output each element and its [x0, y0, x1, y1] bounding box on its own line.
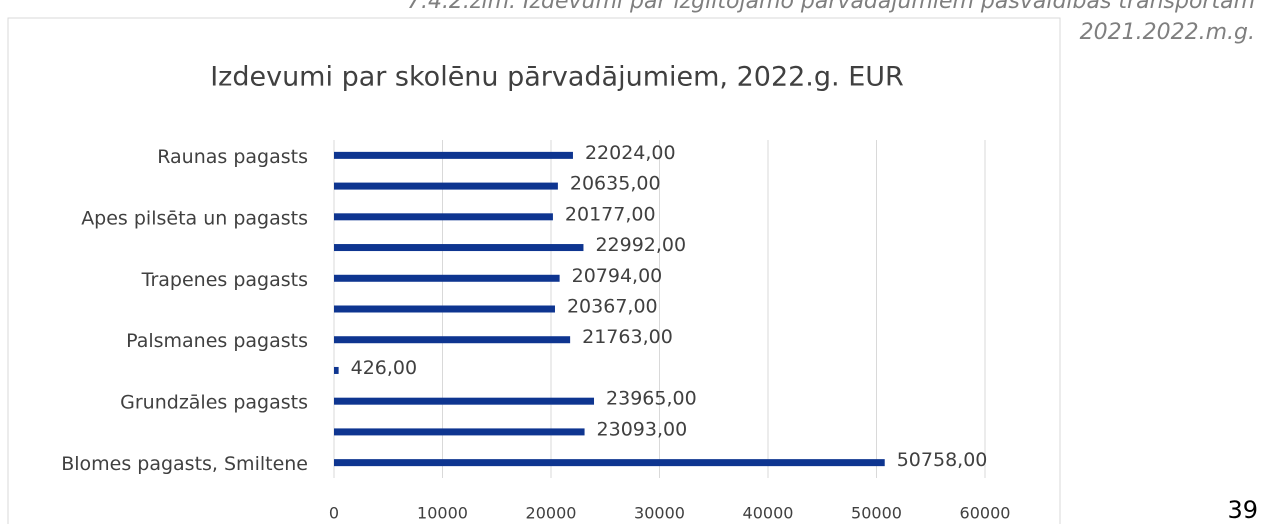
- value-label: 50758,00: [897, 449, 988, 471]
- y-tick-label: Blomes pagasts, Smiltene: [61, 453, 308, 475]
- value-label: 20367,00: [567, 296, 658, 318]
- x-tick-label: 10000: [417, 504, 468, 523]
- bar: [334, 428, 585, 436]
- bar: [334, 459, 885, 467]
- y-tick-label: Palsmanes pagasts: [126, 330, 308, 352]
- bar: [334, 397, 595, 405]
- bar: [334, 151, 573, 159]
- bar: [334, 182, 558, 190]
- x-tick-label: 50000: [851, 504, 902, 523]
- y-tick-label: Grundzāles pagasts: [120, 392, 308, 414]
- bar: [334, 366, 339, 374]
- y-tick-label: Raunas pagasts: [157, 146, 308, 168]
- value-label: 21763,00: [582, 326, 673, 348]
- value-label: 22024,00: [585, 142, 676, 164]
- y-tick-label: Apes pilsēta un pagasts: [81, 207, 308, 229]
- value-label: 23093,00: [597, 418, 688, 440]
- chart-title: Izdevumi par skolēnu pārvadājumiem, 2022…: [210, 62, 904, 93]
- x-tick-label: 0: [329, 504, 339, 523]
- value-label: 22992,00: [595, 234, 686, 256]
- bar: [334, 305, 555, 313]
- page-number: 39: [1227, 496, 1258, 524]
- value-label: 23965,00: [606, 388, 697, 410]
- bar: [334, 244, 584, 252]
- x-tick-label: 30000: [634, 504, 685, 523]
- x-tick-label: 60000: [960, 504, 1011, 523]
- bar: [334, 274, 560, 282]
- value-label: 20635,00: [570, 173, 661, 195]
- y-tick-label: Trapenes pagasts: [141, 269, 308, 291]
- chart-frame: [7, 17, 1061, 528]
- bar: [334, 336, 571, 344]
- caption: 2021.2022.m.g.: [1080, 20, 1255, 45]
- bar: [334, 213, 553, 221]
- value-label: 20177,00: [565, 203, 656, 225]
- value-label: 426,00: [351, 357, 417, 379]
- value-label: 20794,00: [572, 265, 663, 287]
- caption: 7.4.2.zīm. Izdevumi par izglītojamo pārv…: [407, 0, 1255, 14]
- x-tick-label: 20000: [526, 504, 577, 523]
- x-tick-label: 40000: [743, 504, 794, 523]
